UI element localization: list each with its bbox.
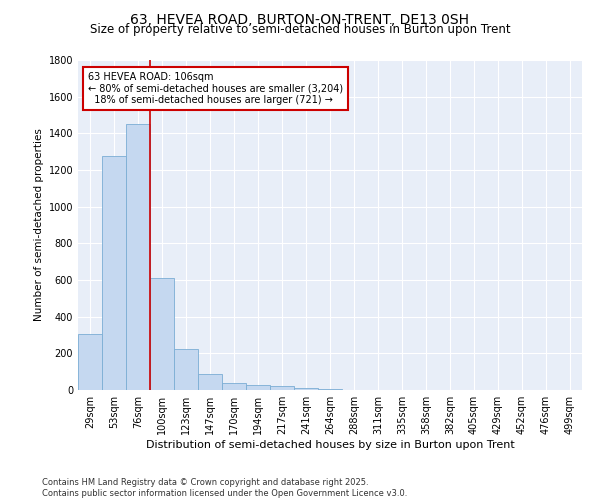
Bar [150,278,174,390]
Text: 63 HEVEA ROAD: 106sqm
← 80% of semi-detached houses are smaller (3,204)
  18% of: 63 HEVEA ROAD: 106sqm ← 80% of semi-deta… [88,72,343,105]
Bar [102,156,126,390]
Y-axis label: Number of semi-detached properties: Number of semi-detached properties [34,128,44,322]
Bar [78,334,102,390]
Text: Size of property relative to semi-detached houses in Burton upon Trent: Size of property relative to semi-detach… [89,22,511,36]
Text: 63, HEVEA ROAD, BURTON-ON-TRENT, DE13 0SH: 63, HEVEA ROAD, BURTON-ON-TRENT, DE13 0S… [131,12,470,26]
X-axis label: Distribution of semi-detached houses by size in Burton upon Trent: Distribution of semi-detached houses by … [146,440,514,450]
Bar [198,374,222,390]
Bar [270,386,294,390]
Bar [174,349,198,390]
Bar [294,388,318,390]
Bar [246,384,270,390]
Text: Contains HM Land Registry data © Crown copyright and database right 2025.
Contai: Contains HM Land Registry data © Crown c… [42,478,407,498]
Bar [222,383,246,390]
Bar [318,389,342,390]
Bar [126,124,150,390]
